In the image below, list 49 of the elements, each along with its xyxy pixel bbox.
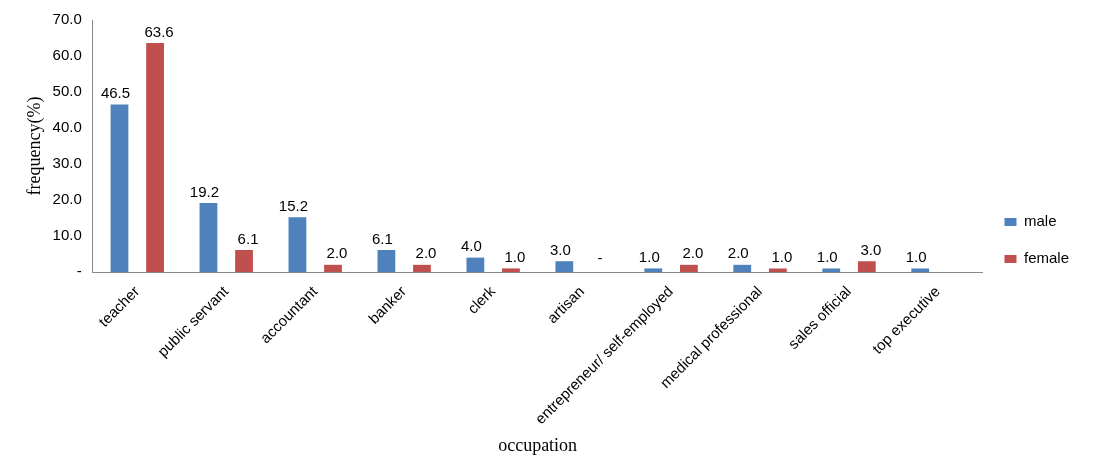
data-label: 19.2	[189, 182, 220, 200]
bar	[768, 268, 787, 273]
data-label: 1.0	[771, 248, 793, 266]
bar	[502, 268, 520, 273]
data-label: 1.0	[638, 248, 660, 266]
bar	[857, 261, 876, 273]
data-label: 1.0	[504, 248, 526, 266]
data-label: 1.0	[816, 248, 838, 266]
y-tick-label: 20.0	[52, 190, 82, 208]
data-label: 2.0	[727, 244, 749, 262]
bar	[413, 264, 431, 273]
y-tick-label: 40.0	[52, 118, 82, 136]
data-label: 6.1	[237, 229, 259, 247]
bar	[377, 250, 396, 273]
data-label: 15.2	[278, 196, 309, 214]
data-label: 2.0	[682, 244, 704, 262]
bar	[733, 264, 752, 273]
y-axis-title: frequency(%)	[23, 96, 45, 196]
y-tick-label: 30.0	[52, 154, 82, 172]
data-label: 2.0	[326, 244, 348, 262]
data-label: 2.0	[415, 244, 437, 262]
bar	[555, 261, 574, 273]
x-axis-title: occupation	[498, 434, 578, 455]
bar	[822, 268, 841, 273]
data-label: 4.0	[460, 237, 482, 255]
legend-label: male	[1023, 212, 1057, 230]
data-label: 63.6	[144, 22, 174, 40]
data-label: 6.1	[371, 229, 393, 247]
bar	[644, 268, 663, 273]
bar	[679, 264, 698, 273]
y-tick-label: 70.0	[52, 10, 82, 28]
y-tick-label: 50.0	[52, 82, 82, 100]
bar	[146, 43, 164, 273]
bar	[199, 202, 218, 273]
bar	[288, 217, 307, 273]
bar	[466, 257, 485, 273]
annotation: -	[597, 248, 603, 266]
data-label: 1.0	[905, 248, 927, 266]
bar	[911, 268, 930, 273]
data-label: 3.0	[549, 240, 571, 258]
data-label: 3.0	[860, 240, 882, 258]
bar	[324, 264, 342, 273]
y-tick-label: 60.0	[52, 46, 82, 64]
data-label: 46.5	[100, 84, 131, 102]
y-tick-label: 10.0	[52, 226, 82, 244]
y-tick-label: -	[76, 262, 82, 280]
legend-label: female	[1023, 249, 1070, 267]
bar	[110, 104, 129, 273]
bar	[235, 250, 253, 273]
